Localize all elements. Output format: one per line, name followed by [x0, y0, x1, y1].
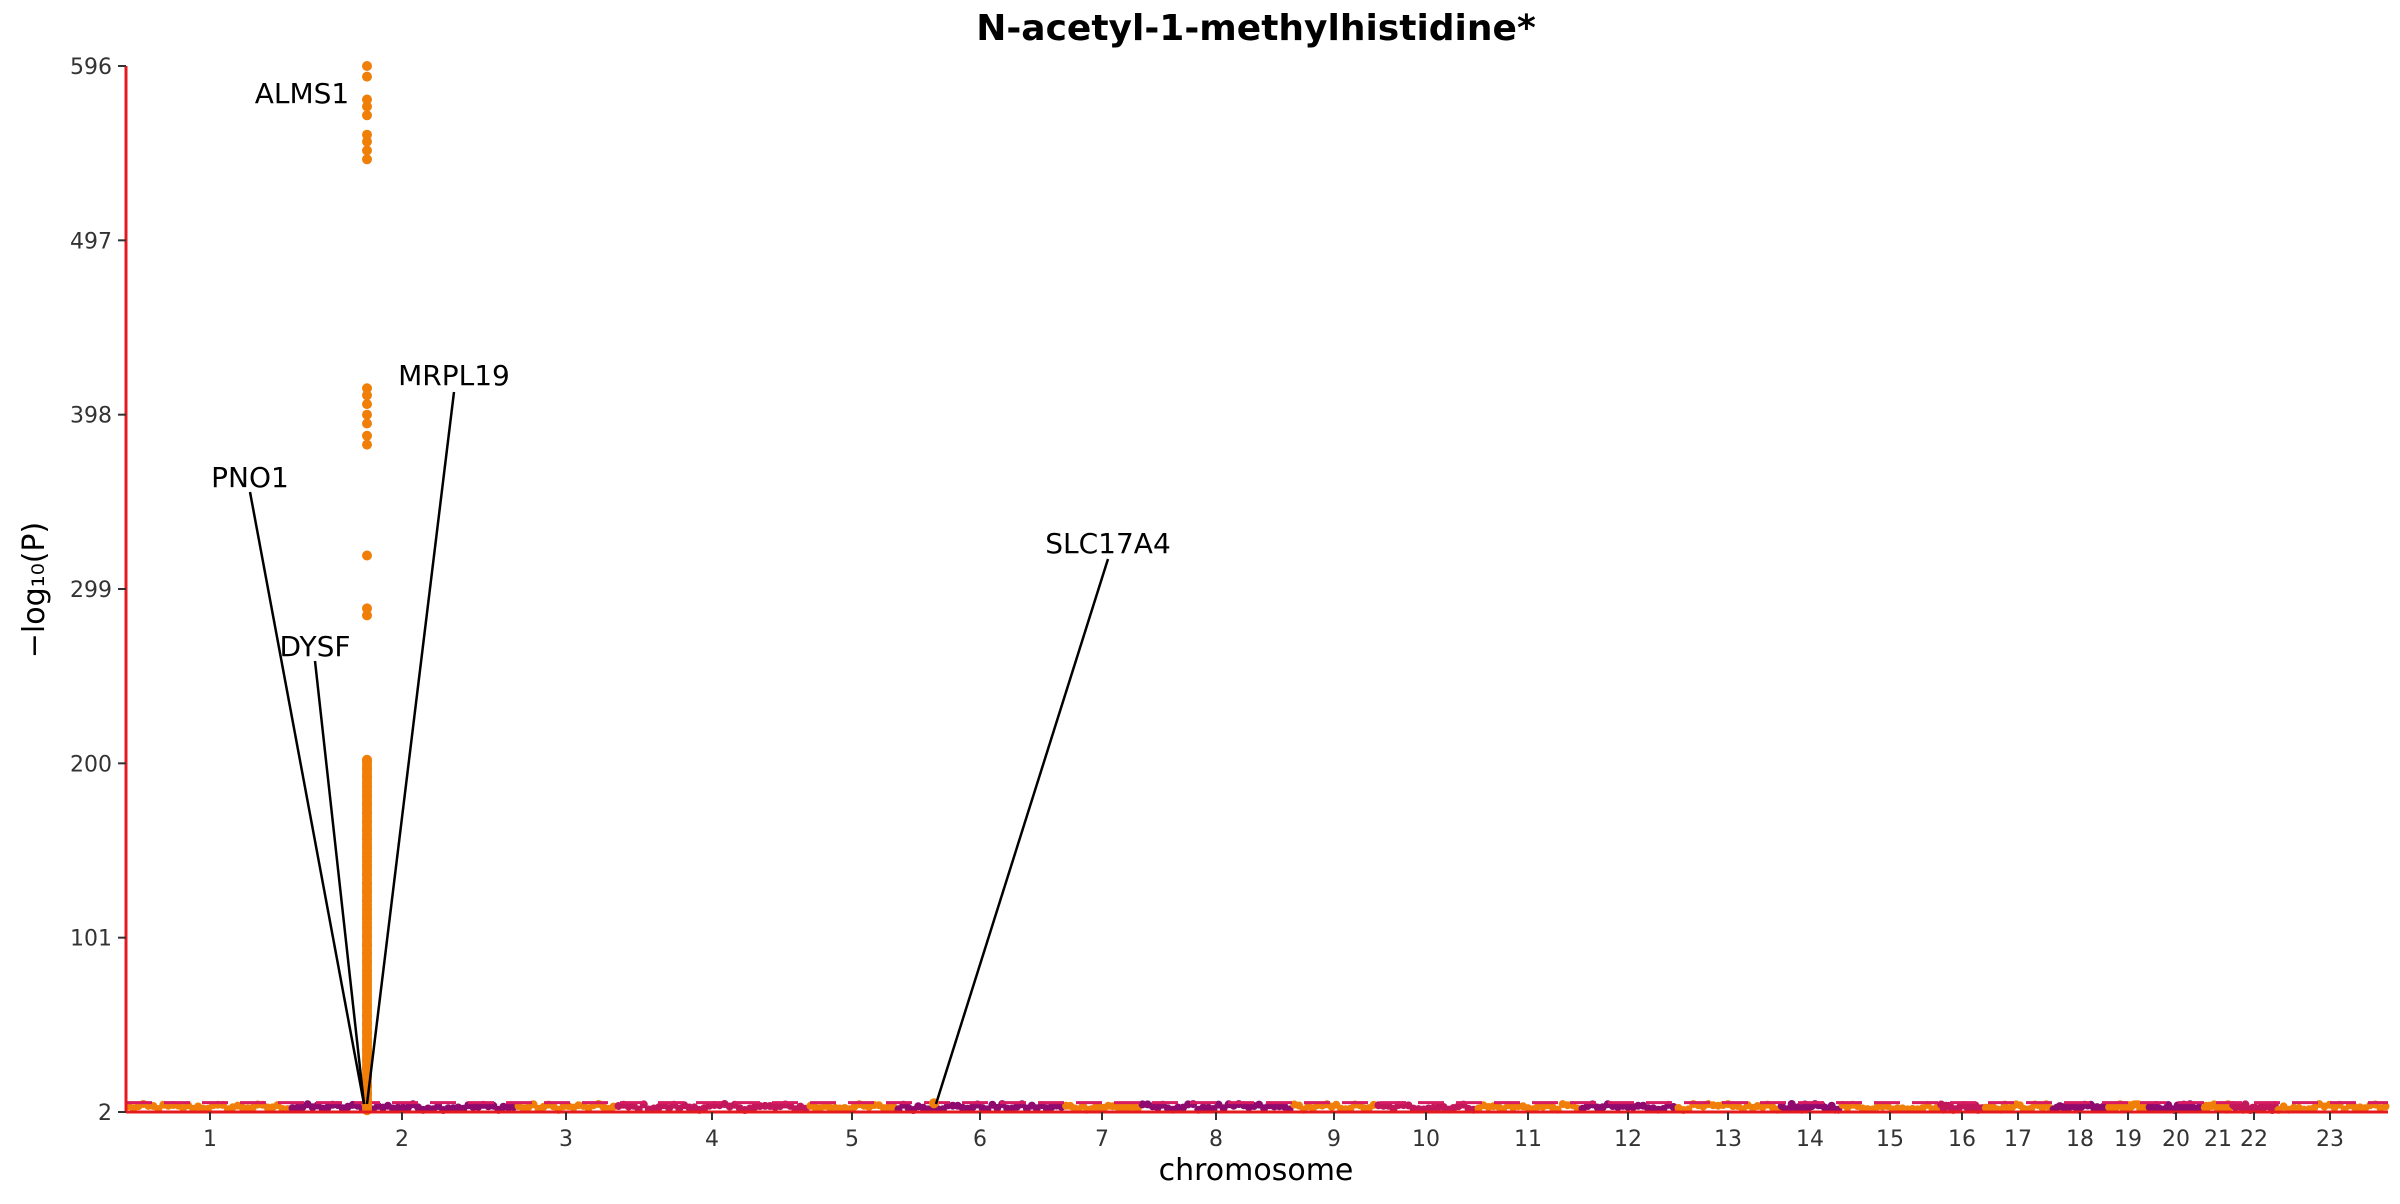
y-tick-label: 101 — [70, 927, 112, 952]
gene-annotation-label: PNO1 — [211, 461, 289, 494]
x-tick-label: 18 — [2066, 1127, 2094, 1152]
x-tick-label: 20 — [2162, 1127, 2190, 1152]
annotation-leader-line — [934, 558, 1110, 1105]
x-tick-label: 7 — [1095, 1127, 1109, 1152]
annotation-leader-line — [365, 391, 456, 1105]
x-tick-label: 9 — [1327, 1127, 1341, 1152]
peak-point — [362, 430, 372, 441]
y-tick-label: 200 — [70, 752, 112, 777]
chart-title: N-acetyl-1-methylhistidine* — [976, 8, 1536, 49]
peak-point — [362, 610, 372, 621]
y-tick-label: 2 — [98, 1101, 112, 1126]
x-tick-label: 8 — [1209, 1127, 1223, 1152]
x-tick-label: 22 — [2240, 1127, 2268, 1152]
peak-point — [362, 101, 372, 112]
peak-point — [362, 129, 372, 140]
peak-point — [362, 61, 372, 71]
x-tick-label: 6 — [973, 1127, 987, 1152]
x-tick-label: 4 — [705, 1127, 719, 1152]
x-tick-label: 13 — [1714, 1127, 1742, 1152]
peak-point — [362, 439, 372, 450]
peak-point — [362, 136, 372, 147]
x-tick-label: 10 — [1412, 1127, 1440, 1152]
peak-point — [362, 550, 372, 561]
x-tick-label: 21 — [2204, 1127, 2232, 1152]
peak-point — [362, 399, 372, 410]
x-tick-label: 16 — [1948, 1127, 1976, 1152]
x-tick-label: 3 — [559, 1127, 573, 1152]
peak-point — [362, 71, 372, 82]
x-tick-label: 12 — [1614, 1127, 1642, 1152]
y-tick-label: 497 — [70, 229, 112, 254]
x-tick-label: 1 — [203, 1127, 217, 1152]
x-tick-label: 23 — [2316, 1127, 2344, 1152]
peak-point — [362, 110, 372, 121]
y-axis-label: −log₁₀(P) — [17, 522, 52, 658]
x-tick-label: 19 — [2114, 1127, 2142, 1152]
x-tick-label: 11 — [1514, 1127, 1542, 1152]
peak-point — [362, 603, 372, 614]
gene-annotation-label: MRPL19 — [398, 359, 510, 392]
y-tick-label: 596 — [70, 55, 112, 80]
y-tick-label: 299 — [70, 578, 112, 603]
peak-point — [362, 145, 372, 156]
x-tick-label: 14 — [1796, 1127, 1824, 1152]
gene-annotation-label: DYSF — [279, 630, 350, 663]
peak-point — [362, 409, 372, 420]
x-tick-label: 17 — [2004, 1127, 2032, 1152]
peak-point — [362, 390, 372, 401]
x-axis-label: chromosome — [1159, 1153, 1354, 1188]
peak-point — [362, 383, 372, 394]
x-tick-label: 2 — [395, 1127, 409, 1152]
peak-point — [362, 154, 372, 165]
annotation-leader-line — [248, 491, 366, 1105]
x-tick-label: 5 — [845, 1127, 859, 1152]
background-point — [2381, 1102, 2390, 1111]
y-tick-label: 398 — [70, 404, 112, 429]
annotation-leader-line — [313, 660, 366, 1105]
peak-point — [362, 755, 372, 766]
peak-point — [362, 94, 372, 105]
gene-annotation-label: SLC17A4 — [1045, 527, 1171, 560]
x-tick-label: 15 — [1876, 1127, 1904, 1152]
gene-annotation-label: ALMS1 — [255, 77, 350, 110]
peak-point — [362, 418, 372, 429]
